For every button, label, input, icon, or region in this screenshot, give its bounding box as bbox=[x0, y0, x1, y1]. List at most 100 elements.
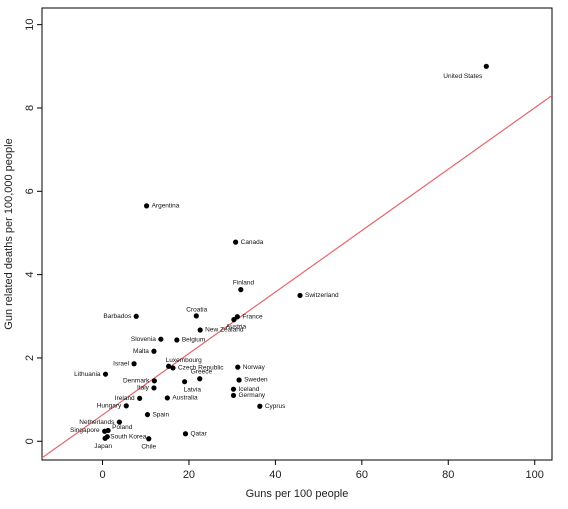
data-point: Malta bbox=[133, 348, 157, 355]
data-point: Slovenia bbox=[131, 336, 164, 343]
y-tick-label: 2 bbox=[24, 355, 36, 361]
point-label: Cyprus bbox=[265, 403, 286, 410]
point-label: Finland bbox=[233, 279, 255, 286]
data-point: Czech Republic bbox=[170, 365, 224, 372]
data-point: Ireland bbox=[115, 395, 143, 402]
y-axis-title: Gun related deaths per 100,000 people bbox=[3, 138, 15, 329]
trend-line bbox=[41, 94, 553, 459]
point-marker bbox=[230, 386, 237, 392]
data-point: Belgium bbox=[174, 337, 205, 344]
point-marker bbox=[170, 365, 176, 371]
data-point: Argentina bbox=[143, 203, 180, 210]
data-point: Latvia bbox=[182, 379, 201, 393]
x-tick-label: 40 bbox=[269, 469, 281, 481]
data-point: Hungary bbox=[97, 403, 129, 410]
point-label: New Zealand bbox=[205, 327, 244, 334]
plot-frame bbox=[41, 7, 553, 461]
y-tick-label: 6 bbox=[24, 188, 36, 194]
point-marker bbox=[230, 392, 237, 399]
point-label: Hungary bbox=[97, 403, 122, 410]
point-label: Lithuania bbox=[74, 371, 101, 378]
point-marker bbox=[164, 395, 170, 401]
point-marker bbox=[257, 403, 263, 409]
data-point: Canada bbox=[233, 239, 264, 246]
data-point: Sweden bbox=[236, 377, 268, 384]
data-point: Finland bbox=[233, 279, 255, 293]
data-point: Greece bbox=[191, 368, 213, 382]
point-label: Croatia bbox=[186, 307, 207, 314]
point-marker bbox=[193, 313, 199, 319]
point-marker bbox=[197, 376, 203, 382]
data-point: Australia bbox=[164, 395, 198, 402]
point-label: Sweden bbox=[244, 377, 268, 384]
data-point: Luxembourg bbox=[166, 357, 203, 369]
point-label: Luxembourg bbox=[166, 357, 203, 364]
point-label: Czech Republic bbox=[178, 365, 224, 372]
y-axis: 0 2 4 6 8 10 bbox=[24, 19, 42, 444]
point-label: Iceland bbox=[238, 386, 259, 393]
point-marker bbox=[146, 436, 152, 442]
point-marker bbox=[133, 313, 139, 319]
point-marker bbox=[197, 327, 203, 333]
point-marker bbox=[131, 361, 137, 367]
data-point: Italy bbox=[137, 385, 157, 392]
point-label: Switzerland bbox=[305, 292, 339, 299]
point-label: Germany bbox=[238, 392, 265, 399]
point-marker bbox=[158, 336, 164, 342]
point-marker bbox=[102, 428, 108, 434]
x-tick-label: 60 bbox=[356, 469, 368, 481]
point-marker bbox=[182, 431, 189, 437]
data-point: France bbox=[234, 313, 263, 320]
y-tick-label: 8 bbox=[24, 105, 36, 111]
point-label: Belgium bbox=[182, 337, 205, 344]
point-label: Japan bbox=[94, 443, 112, 450]
point-label: Latvia bbox=[184, 386, 202, 393]
x-tick-label: 80 bbox=[442, 469, 454, 481]
y-tick-label: 10 bbox=[24, 19, 36, 31]
data-point: Netherlands bbox=[79, 419, 122, 426]
point-label: Qatar bbox=[190, 430, 207, 437]
point-label: Greece bbox=[191, 368, 213, 375]
point-label: Spain bbox=[152, 411, 169, 418]
point-marker bbox=[235, 364, 241, 370]
point-label: Poland bbox=[112, 424, 133, 431]
y-tick-label: 0 bbox=[24, 438, 36, 444]
data-point: Chile bbox=[141, 436, 157, 450]
point-marker bbox=[102, 371, 109, 377]
point-label: Barbados bbox=[103, 313, 132, 320]
data-point: Spain bbox=[144, 411, 169, 418]
y-tick-label: 4 bbox=[24, 272, 36, 278]
data-point: Japan bbox=[94, 435, 112, 450]
data-point: Croatia bbox=[186, 307, 208, 319]
data-point: Cyprus bbox=[257, 403, 286, 410]
data-point: Israel bbox=[113, 360, 137, 367]
point-marker bbox=[143, 203, 150, 209]
point-label: United States bbox=[443, 73, 483, 80]
point-label: Denmark bbox=[123, 378, 150, 385]
point-marker bbox=[483, 63, 489, 69]
data-point: United States bbox=[443, 63, 489, 80]
point-marker bbox=[297, 292, 303, 299]
data-point: New Zealand bbox=[197, 327, 244, 334]
point-marker bbox=[102, 435, 108, 441]
data-point: Qatar bbox=[182, 430, 208, 437]
point-label: Austria bbox=[226, 323, 247, 330]
data-point: Denmark bbox=[123, 378, 157, 385]
data-point: Switzerland bbox=[297, 292, 339, 299]
point-marker bbox=[234, 314, 240, 320]
data-point: Barbados bbox=[103, 313, 139, 320]
point-label: France bbox=[242, 313, 263, 320]
point-label: Singapore bbox=[70, 427, 100, 434]
data-point: Germany bbox=[230, 392, 266, 399]
data-point: Norway bbox=[235, 364, 266, 371]
point-marker bbox=[166, 363, 172, 369]
data-point: South Korea bbox=[104, 433, 147, 440]
data-point: Lithuania bbox=[74, 371, 109, 378]
point-marker bbox=[116, 419, 122, 425]
point-label: Netherlands bbox=[79, 419, 115, 426]
x-tick-label: 100 bbox=[526, 469, 544, 481]
point-label: South Korea bbox=[110, 433, 147, 440]
point-label: Italy bbox=[137, 385, 150, 392]
point-label: Ireland bbox=[115, 395, 135, 402]
